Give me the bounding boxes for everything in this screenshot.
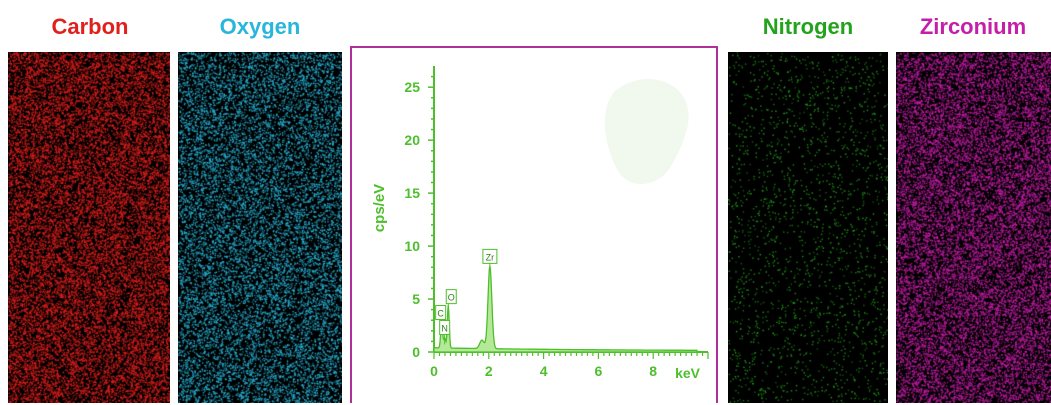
oxygen-map	[178, 52, 342, 403]
spectrum-plot: cps/eV keV 0 5 10 15 20 25 0 2 4 6 8 CN O Zr	[371, 66, 709, 381]
peak-box-n	[439, 319, 451, 335]
y-tick-label: 20	[404, 132, 420, 148]
peak-label-n: N	[441, 323, 448, 333]
peak-label-zr: Zr	[486, 252, 495, 262]
x-tick-label: 8	[649, 363, 657, 379]
zirconium-map	[896, 52, 1051, 403]
peak-label-c: C	[437, 309, 444, 319]
spectrum-curve	[433, 265, 698, 353]
y-tick-label: 25	[404, 79, 420, 95]
x-tick-label: 6	[595, 363, 603, 379]
zirconium-label: Zirconium	[919, 14, 1027, 39]
x-axis-label: keV	[675, 365, 701, 381]
oxygen-label: Oxygen	[219, 14, 301, 39]
y-tick-label: 5	[412, 291, 420, 307]
x-tick-label: 2	[485, 363, 493, 379]
x-tick-label: 0	[430, 363, 438, 379]
background-watermark	[604, 79, 689, 185]
nitrogen-map	[728, 52, 888, 403]
peak-box-o	[445, 289, 457, 305]
peak-box-zr	[482, 248, 498, 264]
carbon-map	[8, 52, 170, 403]
nitrogen-label: Nitrogen	[762, 14, 854, 39]
peak-label-o: O	[448, 293, 455, 303]
x-tick-label: 4	[540, 363, 548, 379]
y-tick-label: 15	[404, 185, 420, 201]
peak-box-c	[435, 305, 447, 321]
y-axis-label: cps/eV	[371, 184, 388, 232]
y-tick-label: 0	[412, 344, 420, 360]
eds-spectrum: cps/eV keV 0 5 10 15 20 25 0 2 4 6 8 C N O Zr	[350, 46, 718, 403]
y-tick-label: 10	[404, 238, 420, 254]
carbon-label: Carbon	[51, 14, 129, 39]
